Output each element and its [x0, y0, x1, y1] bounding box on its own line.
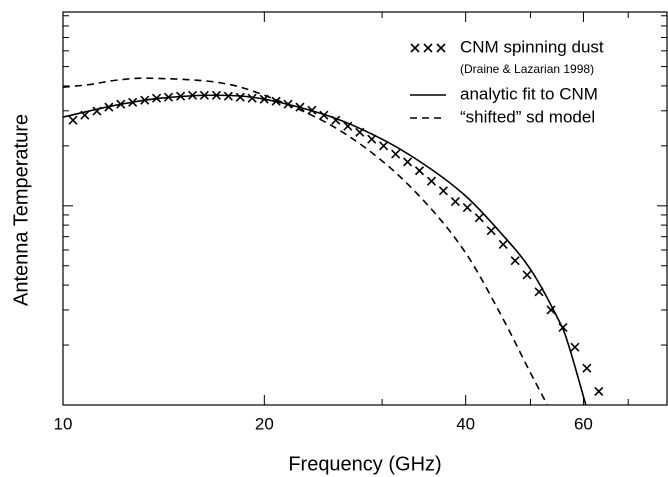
cross-marker [522, 270, 532, 280]
cross-marker [391, 149, 401, 159]
legend-marker [410, 43, 420, 53]
curves [63, 77, 604, 405]
line-series [63, 77, 549, 405]
cross-marker [510, 256, 520, 266]
cross-marker [367, 134, 377, 144]
legend-label: CNM spinning dust [460, 37, 604, 56]
cross-marker [68, 115, 78, 125]
x-tick-label: 20 [255, 414, 274, 433]
cross-marker [498, 239, 508, 249]
cross-marker [235, 92, 245, 102]
cross-marker [594, 386, 604, 396]
line-series [63, 94, 587, 405]
x-tick-label: 40 [456, 414, 475, 433]
legend-label: analytic fit to CNM [460, 84, 598, 103]
cross-marker [319, 110, 329, 120]
cross-marker [414, 166, 425, 176]
x-tick-label: 10 [54, 414, 73, 433]
cross-marker [426, 176, 437, 186]
y-axis-label: Antenna Temperature [10, 114, 32, 306]
cross-marker [474, 213, 484, 223]
cross-marker [462, 203, 472, 213]
cross-marker [486, 226, 496, 236]
plot-frame [62, 11, 668, 406]
x-axis-label: Frequency (GHz) [288, 453, 441, 475]
cross-marker [379, 141, 389, 151]
cross-marker [546, 305, 556, 315]
legend-label: “shifted” sd model [460, 107, 595, 126]
cross-marker [438, 186, 448, 196]
cross-marker [403, 157, 413, 167]
cross-marker [247, 93, 257, 103]
legend-note: (Draine & Lazarian 1998) [460, 62, 594, 76]
legend-marker [423, 43, 433, 53]
legend-marker [436, 43, 446, 53]
x-tick-label: 60 [574, 414, 593, 433]
cross-marker [570, 342, 580, 352]
cross-marker [582, 363, 592, 373]
cross-marker [450, 197, 460, 207]
